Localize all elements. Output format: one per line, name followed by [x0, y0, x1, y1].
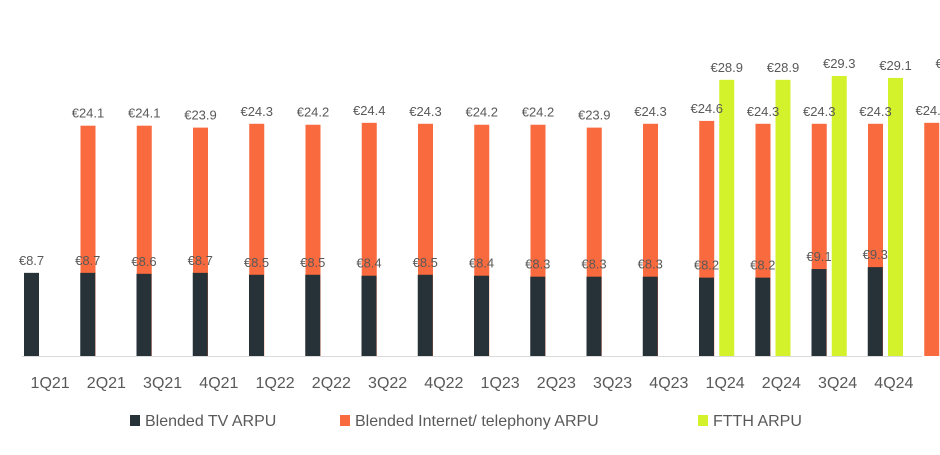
value-label-blended-internet-telephony-arpu-4q23: €24.6	[690, 101, 723, 116]
x-axis-ticks: 1Q21 2Q21 3Q21 4Q21 1Q22 2Q22 3Q22 4Q22 1Q23 2Q23…	[31, 375, 914, 392]
bar-blended-tv-arpu-3q24	[811, 269, 827, 356]
bar-blended-tv-arpu-2q21	[80, 272, 96, 356]
x-tick-label-1q22: 1Q22	[256, 375, 295, 392]
legend-label-blended-tv-arpu: Blended TV ARPU	[145, 413, 276, 430]
value-label-blended-tv-arpu-4q22: €8.5	[413, 255, 438, 270]
legend-label-blended-internet-telephony-arpu: Blended Internet/ telephony ARPU	[355, 413, 599, 430]
value-label-blended-tv-arpu-1q21: €8.7	[19, 253, 44, 268]
bar-blended-tv-arpu-1q21	[24, 272, 39, 356]
bar-blended-tv-arpu-2q24	[755, 277, 771, 356]
value-label-blended-tv-arpu-2q22: €8.5	[300, 255, 325, 270]
value-label-ftth-arpu-1q24: €28.9	[767, 60, 800, 75]
value-label-ftth-arpu-3q24: €29.1	[879, 58, 912, 73]
value-label-blended-tv-arpu-2q23: €8.3	[525, 257, 550, 272]
value-label-blended-tv-arpu-1q22: €8.5	[244, 255, 269, 270]
x-tick-label-4q22: 4Q22	[424, 375, 463, 392]
bar-blended-tv-arpu-3q21	[136, 273, 152, 356]
x-tick-label-2q23: 2Q23	[537, 375, 576, 392]
value-label-blended-internet-telephony-arpu-2q22: €24.4	[353, 103, 386, 118]
value-label-blended-tv-arpu-4q24: €9.3	[863, 247, 888, 262]
legend-swatch-ftth-arpu	[698, 415, 708, 426]
bar-ftth-arpu-4q23	[719, 79, 735, 357]
x-tick-label-3q21: 3Q21	[143, 375, 182, 392]
value-label-blended-tv-arpu-3q23: €8.3	[581, 257, 606, 272]
x-tick-label-1q23: 1Q23	[481, 375, 520, 392]
value-label-blended-tv-arpu-4q21: €8.7	[188, 253, 213, 268]
x-tick-label-1q21: 1Q21	[31, 375, 70, 392]
x-tick-label-4q23: 4Q23	[649, 375, 688, 392]
value-label-blended-internet-telephony-arpu-1q23: €24.2	[522, 105, 555, 120]
value-label-blended-tv-arpu-1q24: €8.2	[694, 258, 719, 273]
value-label-blended-internet-telephony-arpu-4q24: €24.4	[915, 103, 940, 118]
value-label-blended-internet-telephony-arpu-1q21: €24.1	[72, 106, 105, 121]
value-label-blended-internet-telephony-arpu-4q22: €24.2	[465, 105, 498, 120]
value-label-blended-tv-arpu-2q21: €8.7	[75, 253, 100, 268]
value-label-blended-internet-telephony-arpu-3q22: €24.3	[409, 104, 442, 119]
bar-blended-tv-arpu-1q22	[249, 274, 264, 356]
value-label-blended-tv-arpu-3q24: €9.1	[806, 249, 831, 264]
x-tick-label-1q24: 1Q24	[706, 375, 745, 392]
bar-blended-tv-arpu-2q22	[305, 274, 321, 356]
value-label-blended-internet-telephony-arpu-4q21: €24.3	[240, 104, 273, 119]
value-label-blended-tv-arpu-3q21: €8.6	[131, 254, 156, 269]
bar-blended-tv-arpu-3q23	[586, 276, 602, 356]
x-tick-label-2q22: 2Q22	[312, 375, 351, 392]
bar-blended-tv-arpu-4q23	[642, 276, 658, 356]
bars-layer	[24, 76, 940, 357]
legend-swatch-blended-tv-arpu	[130, 415, 140, 426]
bar-blended-tv-arpu-1q23	[474, 275, 489, 356]
value-label-blended-tv-arpu-3q22: €8.4	[356, 256, 381, 271]
x-tick-label-3q24: 3Q24	[818, 375, 857, 392]
bar-blended-tv-arpu-2q23	[530, 276, 546, 356]
value-label-blended-internet-telephony-arpu-2q24: €24.3	[803, 104, 836, 119]
bar-blended-tv-arpu-1q24	[699, 277, 714, 356]
value-labels-layer: €8.7 €24.1 €8.7 €24.1 €8.6 €23.9 €8.7 €24.3 €8.5…	[19, 56, 940, 273]
value-label-ftth-arpu-4q23: €28.9	[710, 60, 743, 75]
x-tick-label-2q24: 2Q24	[762, 375, 801, 392]
bar-blended-tv-arpu-4q24	[867, 267, 883, 356]
x-tick-label-4q24: 4Q24	[874, 375, 913, 392]
value-label-blended-internet-telephony-arpu-3q21: €23.9	[184, 108, 217, 123]
value-label-blended-internet-telephony-arpu-3q23: €24.3	[634, 104, 667, 119]
x-tick-label-2q21: 2Q21	[87, 375, 126, 392]
bar-blended-internet-telephony-arpu-4q24	[924, 122, 940, 357]
x-tick-label-4q21: 4Q21	[199, 375, 238, 392]
bar-ftth-arpu-2q24	[831, 76, 847, 356]
bar-ftth-arpu-1q24	[775, 79, 791, 357]
value-label-blended-internet-telephony-arpu-2q23: €23.9	[578, 108, 611, 123]
bar-blended-tv-arpu-4q21	[192, 272, 208, 356]
bar-ftth-arpu-3q24	[888, 77, 903, 357]
value-label-ftth-arpu-4q24: €29.3	[935, 56, 940, 71]
x-tick-label-3q23: 3Q23	[593, 375, 632, 392]
value-label-blended-internet-telephony-arpu-1q22: €24.2	[297, 105, 330, 120]
value-label-ftth-arpu-2q24: €29.3	[823, 56, 856, 71]
value-label-blended-tv-arpu-1q23: €8.4	[469, 256, 494, 271]
legend-label-ftth-arpu: FTTH ARPU	[713, 413, 802, 430]
bar-blended-tv-arpu-4q22	[417, 274, 433, 356]
legend: Blended TV ARPU Blended Internet/ telepho…	[130, 413, 802, 430]
value-label-blended-internet-telephony-arpu-1q24: €24.3	[747, 104, 780, 119]
value-label-blended-tv-arpu-4q23: €8.3	[638, 257, 663, 272]
legend-swatch-blended-internet-telephony-arpu	[340, 415, 350, 426]
value-label-blended-tv-arpu-2q24: €8.2	[750, 258, 775, 273]
x-tick-label-3q22: 3Q22	[368, 375, 407, 392]
value-label-blended-internet-telephony-arpu-3q24: €24.3	[859, 104, 892, 119]
value-label-blended-internet-telephony-arpu-2q21: €24.1	[128, 106, 161, 121]
bar-blended-tv-arpu-3q22	[361, 275, 377, 356]
